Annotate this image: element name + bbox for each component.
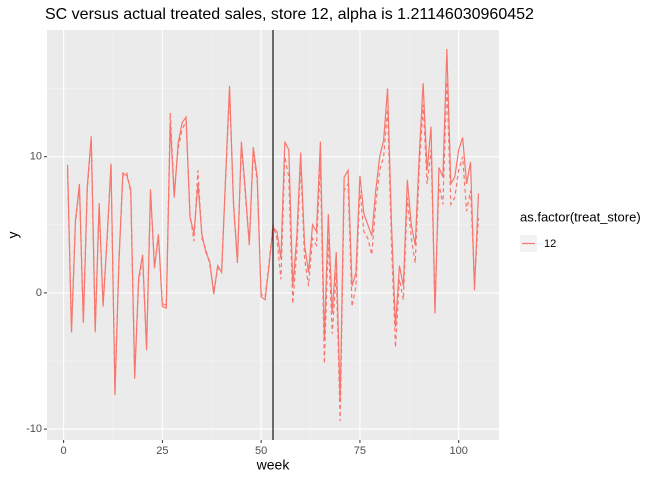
legend-label: 12	[544, 238, 556, 250]
x-axis-label: week	[256, 457, 291, 473]
x-tick-label: 0	[61, 445, 67, 457]
legend-title: as.factor(treat_store)	[520, 209, 641, 224]
y-tick-label: 0	[36, 287, 42, 299]
y-axis-label: y	[5, 232, 21, 239]
y-tick-label: 10	[30, 151, 42, 163]
y-tick-label: -10	[26, 423, 42, 435]
x-tick-label: 75	[354, 445, 366, 457]
x-tick-label: 50	[255, 445, 267, 457]
x-tick-label: 100	[450, 445, 468, 457]
chart-title: SC versus actual treated sales, store 12…	[45, 6, 534, 23]
x-tick-label: 25	[156, 445, 168, 457]
